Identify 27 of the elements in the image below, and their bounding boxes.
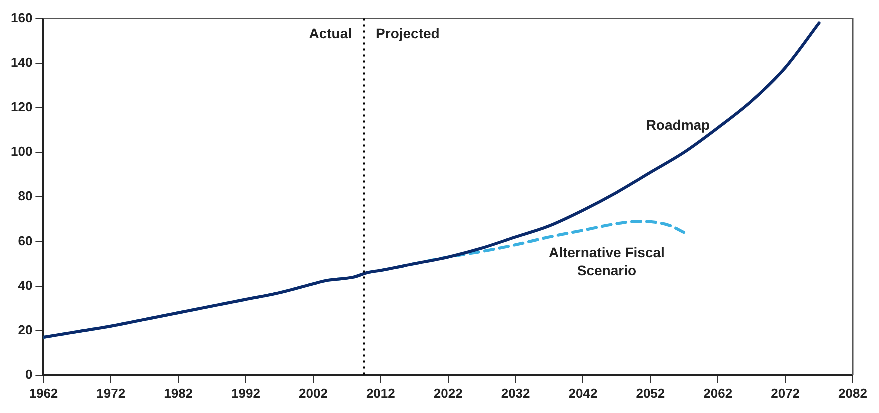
y-tick-label: 160	[10, 10, 33, 26]
x-tick-label: 2032	[501, 386, 530, 401]
x-tick-label: 1972	[96, 386, 126, 401]
x-tick-label: 2002	[299, 386, 328, 401]
y-tick-label: 40	[18, 278, 33, 293]
y-tick-label: 80	[18, 188, 33, 204]
annotation: Projected	[376, 26, 440, 42]
x-tick-label: 1982	[164, 386, 194, 401]
x-tick-label: 2012	[366, 386, 396, 401]
x-tick-label: 1992	[232, 386, 260, 401]
y-tick-label: 120	[10, 100, 33, 115]
x-tick-label: 2042	[568, 386, 598, 401]
y-tick-label: 0	[25, 366, 33, 382]
x-tick-label: 1962	[29, 386, 58, 401]
y-tick-label: 100	[10, 144, 33, 160]
series-label: Roadmap	[646, 116, 710, 133]
x-tick-label: 2072	[771, 386, 800, 401]
x-tick-label: 2052	[636, 386, 666, 401]
x-tick-label: 2062	[704, 386, 733, 401]
y-tick-label: 60	[18, 233, 33, 248]
y-tick-label: 140	[10, 54, 33, 70]
line-series	[44, 22, 821, 340]
annotation: Actual	[309, 26, 352, 42]
x-tick-label: 2082	[838, 386, 868, 401]
x-tick-label: 2022	[434, 386, 463, 401]
y-tick-label: 20	[18, 322, 33, 338]
series-label: Alternative Fiscal Scenario	[548, 244, 665, 279]
